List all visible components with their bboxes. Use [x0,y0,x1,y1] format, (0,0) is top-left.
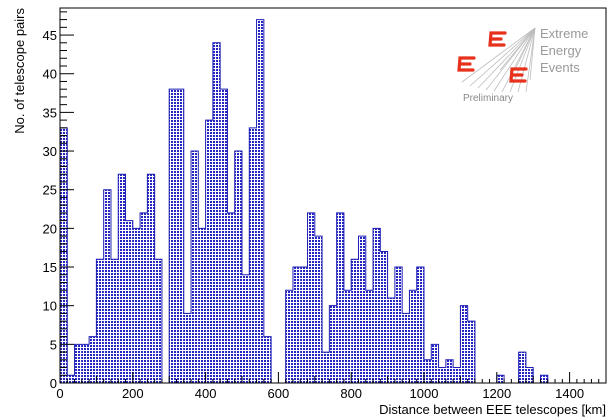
x-axis-title: Distance between EEE telescopes [km] [379,402,606,417]
histogram-bar [82,344,89,383]
histogram-bar [344,290,351,383]
histogram-bar [184,313,191,383]
histogram-bar [388,298,395,383]
logo-line-3: Events [540,60,580,75]
y-tick-label: 20 [43,221,57,236]
histogram-bar [227,213,234,383]
histogram-bar [133,228,140,383]
histogram-bar [155,259,162,383]
histogram-bar [409,290,416,383]
y-tick-label: 30 [43,144,57,159]
histogram-bar [104,190,111,383]
x-tick-label: 200 [122,386,144,401]
histogram-bar [235,151,242,383]
histogram-bar [439,368,446,383]
histogram-bar [213,43,220,383]
histogram-bar [293,267,300,383]
y-tick-label: 10 [43,299,57,314]
histogram-bar [169,89,176,383]
x-tick-label: 1200 [482,386,511,401]
x-tick-label: 0 [56,386,63,401]
logo-line-1: Extreme [540,26,588,41]
histogram-bar [351,259,358,383]
histogram-bar [126,221,133,383]
histogram-bar [67,375,74,383]
histogram-bar [431,344,438,383]
histogram-bar [118,174,125,383]
histogram-bar [300,267,307,383]
histogram-bar [417,267,424,383]
histogram-bar [468,321,475,383]
histogram-bar [111,259,118,383]
y-tick-label: 40 [43,67,57,82]
histogram-bar [453,368,460,383]
x-tick-label: 1400 [555,386,584,401]
histogram-bar [220,89,227,383]
histogram-bar [497,375,504,383]
preliminary-label: Preliminary [463,93,513,104]
histogram-bar [198,228,205,383]
histogram-bar [140,213,147,383]
histogram-bar [75,344,82,383]
y-axis-ticks: 0 5 10 15 20 25 30 35 40 45 [43,12,74,391]
y-tick-label: 45 [43,28,57,43]
histogram-bar [519,352,526,383]
histogram-bar [380,252,387,383]
histogram-bar [206,120,213,383]
histogram-bar [191,151,198,383]
histogram-bar [424,360,431,383]
y-tick-label: 15 [43,260,57,275]
x-tick-label: 400 [195,386,217,401]
logo-line-2: Energy [540,43,582,58]
histogram-bar [242,275,249,383]
histogram-bar [89,337,96,383]
histogram-bar [96,259,103,383]
y-tick-label: 25 [43,183,57,198]
x-tick-label: 600 [268,386,290,401]
histogram-bar [540,375,547,383]
histogram-bar [395,267,402,383]
y-axis-title: No. of telescope pairs [12,8,27,134]
histogram-bar [257,20,264,383]
histogram-bar [526,368,533,383]
histogram-bar [446,360,453,383]
eee-logo: Extreme Energy Events Preliminary [459,26,588,104]
histogram-bar [366,290,373,383]
x-tick-label: 1000 [410,386,439,401]
histogram-bar [460,306,467,383]
histogram-bar [147,174,154,383]
histogram-bar [402,313,409,383]
histogram-bar [308,213,315,383]
histogram-bar [315,236,322,383]
y-tick-label: 35 [43,105,57,120]
histogram-bar [322,352,329,383]
histogram-bar [337,213,344,383]
x-tick-label: 800 [340,386,362,401]
histogram-bar [329,306,336,383]
histogram-bar [176,89,183,383]
histogram-bar [286,290,293,383]
y-tick-label: 5 [50,337,57,352]
histogram-bar [264,337,271,383]
histogram-bar [373,228,380,383]
histogram-bar [358,236,365,383]
histogram-bar [249,128,256,383]
y-tick-label: 0 [50,376,57,391]
